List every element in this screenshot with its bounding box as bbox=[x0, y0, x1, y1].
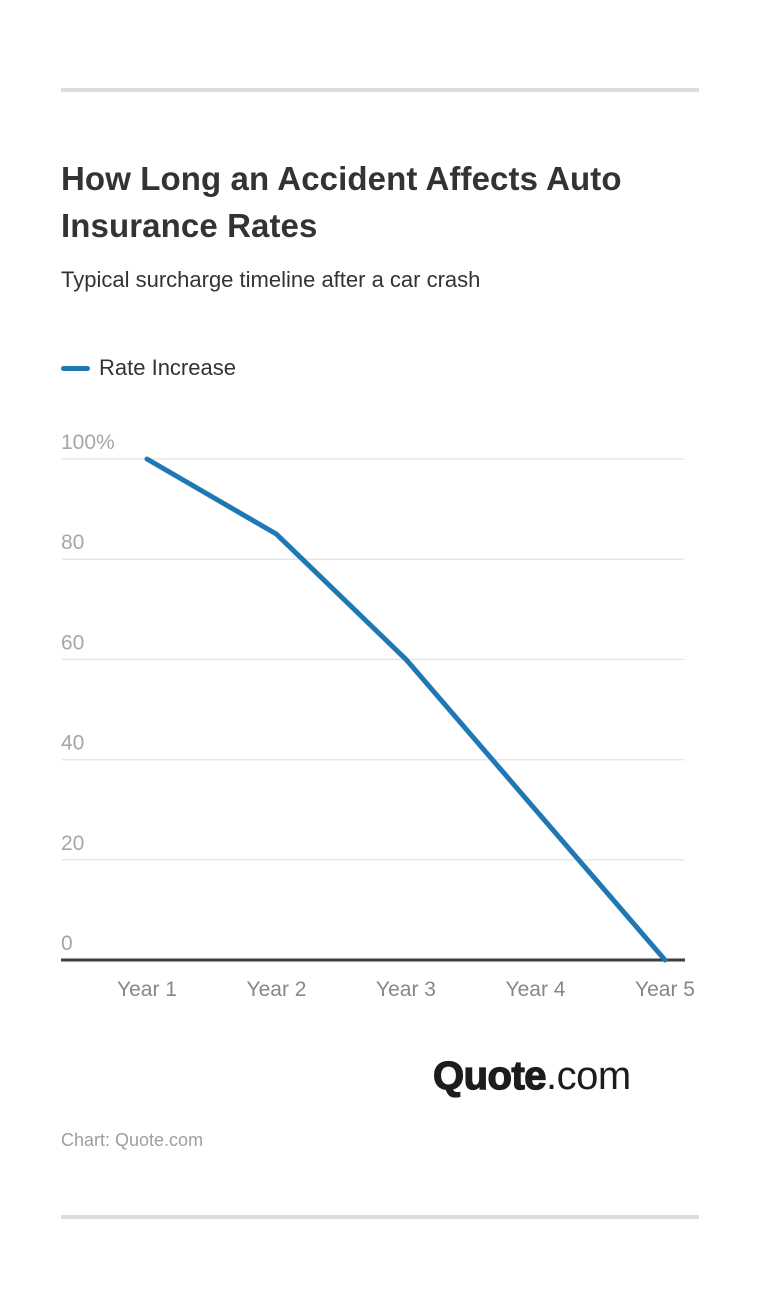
chart-credit: Chart: Quote.com bbox=[61, 1130, 204, 1150]
brand-logo-suffix: .com bbox=[546, 1054, 631, 1098]
y-tick-label-80: 80 bbox=[61, 531, 84, 554]
legend-line-swatch bbox=[61, 365, 90, 371]
top-divider bbox=[61, 88, 699, 92]
brand-logo-bold: Quote bbox=[432, 1053, 547, 1098]
y-tick-label-40: 40 bbox=[61, 732, 84, 755]
bottom-divider bbox=[61, 1215, 699, 1219]
x-tick-label-4: Year 4 bbox=[506, 978, 566, 1001]
rate-decline-line-chart: 0 20 40 60 80 100% Year 1 Year 2 Year 3 Year 4 Yea… bbox=[61, 431, 695, 1001]
x-tick-label-1: Year 1 bbox=[117, 978, 177, 1001]
x-tick-label-2: Year 2 bbox=[247, 978, 307, 1001]
y-tick-label-60: 60 bbox=[61, 631, 84, 654]
x-tick-label-5: Year 5 bbox=[635, 978, 695, 1001]
legend: Rate Increase bbox=[61, 354, 236, 382]
rate-increase-line-series bbox=[144, 456, 668, 963]
brand-logo: Quote.com bbox=[432, 1053, 631, 1099]
y-tick-label-100: 100% bbox=[61, 431, 115, 454]
legend-label: Rate Increase bbox=[99, 355, 236, 380]
chart-title: How Long an Accident Affects Auto Insura… bbox=[61, 160, 622, 244]
chart-subtitle: Typical surcharge timeline after a car c… bbox=[61, 267, 481, 292]
y-tick-label-0: 0 bbox=[61, 932, 73, 955]
x-tick-label-3: Year 3 bbox=[376, 978, 436, 1001]
y-tick-label-20: 20 bbox=[61, 832, 84, 855]
